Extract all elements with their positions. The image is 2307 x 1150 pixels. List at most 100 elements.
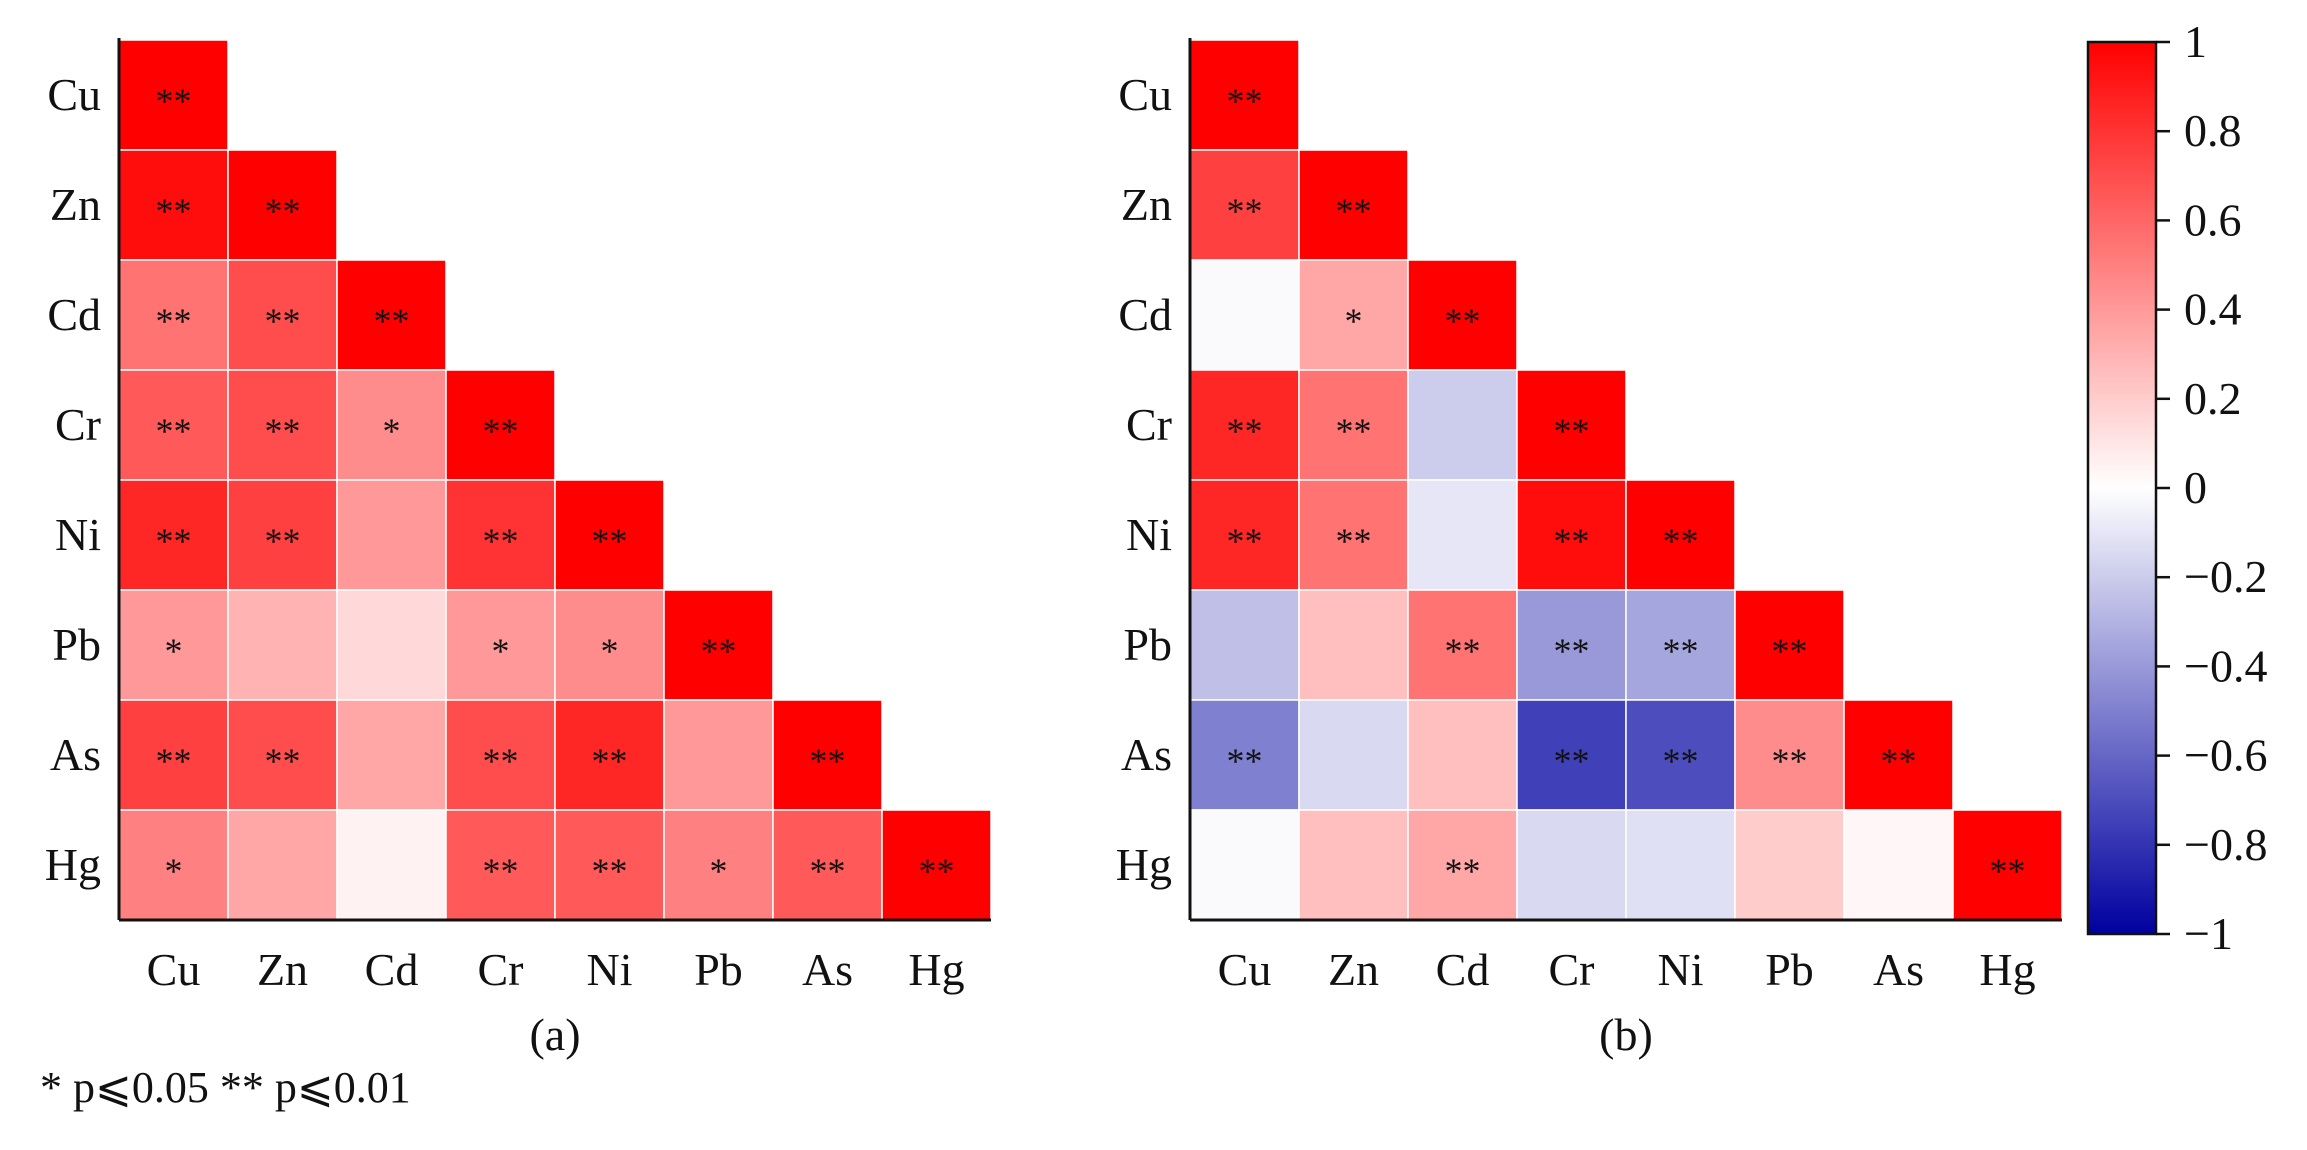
x-tick-label-as: As [1873,944,1924,995]
cell-b-as-zn [1298,699,1409,811]
x-tick-label-cr: Cr [478,944,524,995]
cell-a-pb-zn [227,589,338,701]
cell-a-as-cr [445,699,556,811]
cell-b-pb-cu [1189,589,1300,701]
panel-subtitle: (a) [529,1009,580,1060]
cell-a-hg-cr [445,809,556,921]
significance-mark: ** [1227,81,1263,121]
colorbar-tick-label: −0.6 [2184,730,2267,781]
cell-b-cr-zn [1298,369,1409,481]
x-tick-label-hg: Hg [908,944,964,995]
significance-mark: ** [1227,741,1263,781]
x-tick-label-cu: Cu [1218,944,1272,995]
cell-b-cr-cr [1516,369,1627,481]
y-tick-label-pb: Pb [52,619,101,670]
colorbar-gradient [2086,40,2158,936]
cell-b-pb-cd [1407,589,1518,701]
significance-mark: ** [1881,741,1917,781]
cell-a-hg-zn [227,809,338,921]
significance-mark: ** [810,741,846,781]
cell-a-cr-zn [227,369,338,481]
cell-a-pb-cr [445,589,556,701]
significance-mark: ** [265,741,301,781]
cell-b-hg-cd [1407,809,1518,921]
y-tick-label-zn: Zn [1121,179,1172,230]
significance-mark: ** [156,521,192,561]
significance-mark: ** [1554,631,1590,671]
colorbar-tick-label: 0.6 [2184,194,2242,245]
cell-a-ni-cd [336,479,447,591]
significance-mark: * [601,631,619,671]
cell-b-cd-cu [1189,259,1300,371]
significance-mark: ** [483,741,519,781]
significance-mark: ** [1554,521,1590,561]
significance-mark: ** [483,411,519,451]
significance-mark: * [710,851,728,891]
y-tick-label-cd: Cd [1118,289,1172,340]
colorbar-tick-label: 1 [2184,16,2207,67]
significance-mark: ** [592,741,628,781]
cell-b-as-as [1843,699,1954,811]
x-tick-label-cr: Cr [1549,944,1595,995]
cell-a-cd-zn [227,259,338,371]
cell-a-pb-cd [336,589,447,701]
y-tick-label-ni: Ni [55,509,101,560]
cell-b-hg-as [1843,809,1954,921]
cell-b-hg-cu [1189,809,1300,921]
cell-b-ni-cr [1516,479,1627,591]
x-tick-label-hg: Hg [1979,944,2035,995]
cell-b-as-cu [1189,699,1300,811]
y-tick-label-cu: Cu [1118,69,1172,120]
cell-a-as-cu [118,699,229,811]
colorbar-tick-label: −0.2 [2184,551,2267,602]
cell-b-hg-cr [1516,809,1627,921]
cell-a-hg-hg [881,809,992,921]
cell-a-as-as [772,699,883,811]
y-tick-label-cd: Cd [47,289,101,340]
significance-mark: ** [156,411,192,451]
cell-b-cr-cu [1189,369,1300,481]
x-tick-label-ni: Ni [587,944,633,995]
colorbar-tick-label: −0.8 [2184,819,2267,870]
significance-mark: ** [1445,301,1481,341]
cell-b-as-ni [1625,699,1736,811]
significance-mark: * [383,411,401,451]
x-tick-label-ni: Ni [1658,944,1704,995]
significance-mark: * [1345,301,1363,341]
y-tick-label-cu: Cu [47,69,101,120]
cell-b-cd-cd [1407,259,1518,371]
significance-mark: ** [1663,631,1699,671]
cell-b-as-cd [1407,699,1518,811]
cell-b-zn-cu [1189,149,1300,261]
significance-mark: * [165,851,183,891]
significance-footnote: * p⩽0.05 ** p⩽0.01 [40,1063,411,1112]
significance-mark: ** [592,521,628,561]
cell-b-pb-ni [1625,589,1736,701]
significance-mark: ** [1772,631,1808,671]
cell-a-hg-as [772,809,883,921]
significance-mark: ** [156,191,192,231]
significance-mark: ** [1772,741,1808,781]
significance-mark: ** [1336,521,1372,561]
significance-mark: ** [265,301,301,341]
cell-a-zn-zn [227,149,338,261]
significance-mark: ** [265,411,301,451]
colorbar-tick-label: 0.2 [2184,373,2242,424]
significance-mark: ** [1554,411,1590,451]
panel-subtitle: (b) [1599,1009,1653,1060]
colorbar-tick-label: −0.4 [2184,640,2267,691]
significance-mark: ** [1554,741,1590,781]
cell-a-as-pb [663,699,774,811]
cell-a-as-zn [227,699,338,811]
y-tick-label-cr: Cr [55,399,101,450]
cell-b-pb-zn [1298,589,1409,701]
cell-a-cd-cd [336,259,447,371]
cell-a-ni-cr [445,479,556,591]
significance-mark: * [492,631,510,671]
cell-b-ni-ni [1625,479,1736,591]
cell-a-cu-cu [118,39,229,151]
significance-mark: * [165,631,183,671]
